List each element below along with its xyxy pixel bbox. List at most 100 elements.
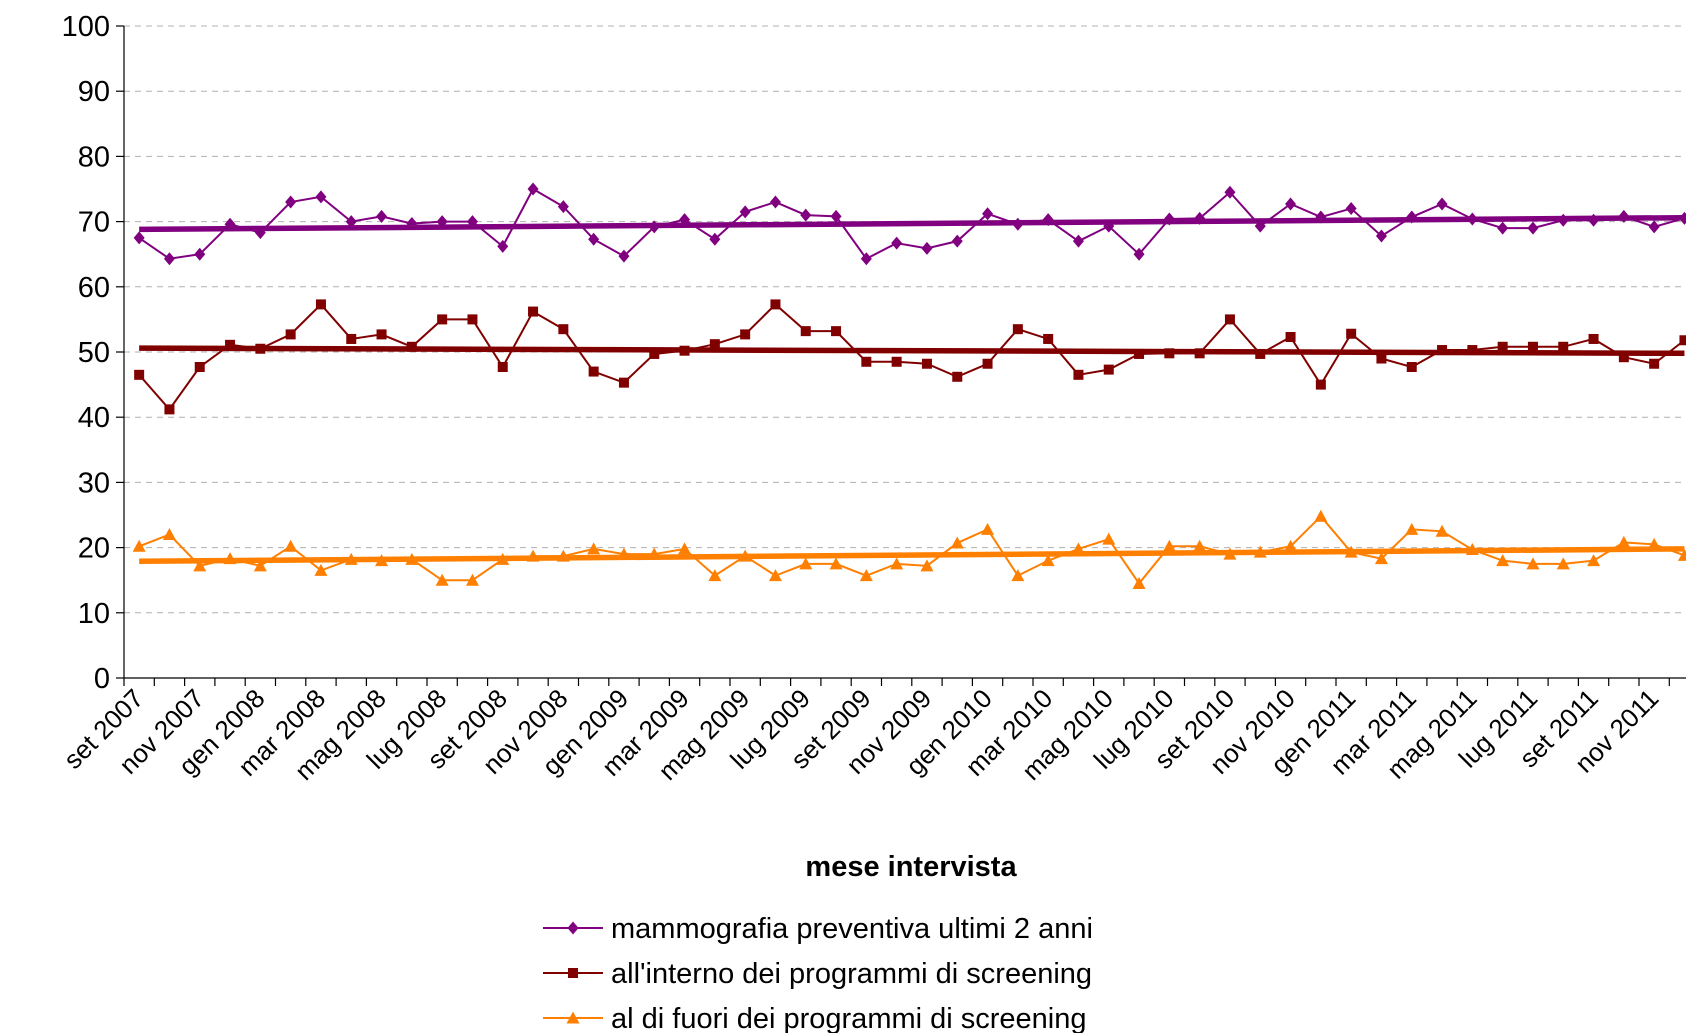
point — [1345, 202, 1357, 216]
point — [1588, 333, 1599, 344]
point — [467, 314, 478, 325]
point — [1679, 335, 1686, 346]
point — [465, 573, 479, 586]
point — [891, 236, 903, 250]
point — [346, 333, 357, 344]
point — [285, 195, 297, 209]
legend-entry: mammografia preventiva ultimi 2 anni — [543, 913, 1093, 945]
point — [1374, 552, 1388, 565]
point — [830, 209, 842, 223]
legend-entry: al di fuori dei programmi di screening — [543, 1003, 1087, 1033]
y-tick-label: 90 — [78, 76, 110, 108]
point — [768, 569, 782, 582]
data-line — [138, 302, 1686, 411]
y-tick-label: 20 — [78, 533, 110, 565]
y-tick-label: 40 — [78, 402, 110, 434]
point — [649, 348, 660, 359]
point — [437, 314, 448, 325]
point — [497, 239, 509, 253]
point — [314, 563, 328, 576]
y-tick-label: 30 — [78, 467, 110, 499]
point — [253, 559, 267, 572]
point — [829, 557, 843, 570]
point — [740, 329, 751, 340]
y-tick-label: 60 — [78, 272, 110, 304]
trend-line — [139, 546, 1685, 565]
point — [1073, 369, 1084, 380]
point — [1224, 185, 1236, 199]
point — [557, 200, 569, 214]
point — [1315, 379, 1326, 390]
point — [890, 557, 904, 570]
point — [861, 356, 872, 367]
point — [1103, 364, 1114, 375]
point — [193, 559, 207, 572]
point — [1649, 358, 1660, 369]
point — [860, 252, 872, 266]
point — [1587, 554, 1601, 567]
point — [709, 232, 721, 246]
point — [194, 247, 206, 261]
point — [1376, 353, 1387, 364]
point — [1193, 539, 1207, 552]
y-tick-label: 100 — [62, 11, 110, 43]
legend-entry: all'interno dei programmi di screening — [543, 958, 1092, 990]
point — [921, 241, 933, 255]
point — [1526, 557, 1540, 570]
point — [1618, 352, 1629, 363]
point — [194, 361, 205, 372]
point — [950, 536, 964, 549]
point — [284, 539, 298, 552]
point — [1435, 524, 1449, 537]
point — [1285, 332, 1296, 343]
point — [345, 215, 357, 229]
point — [1375, 229, 1387, 243]
point — [435, 573, 449, 586]
point — [1497, 341, 1508, 352]
point — [859, 569, 873, 582]
point — [891, 356, 902, 367]
point — [1648, 220, 1660, 234]
point — [708, 569, 722, 582]
point — [1012, 324, 1023, 335]
point — [567, 921, 579, 935]
point — [588, 366, 599, 377]
data-line — [138, 187, 1685, 261]
point — [982, 207, 994, 221]
point — [285, 329, 296, 340]
point — [1314, 509, 1328, 522]
point — [1497, 221, 1509, 235]
y-tick-label: 0 — [94, 663, 110, 695]
point — [1346, 328, 1357, 339]
point — [618, 377, 629, 388]
series — [132, 509, 1686, 589]
point — [982, 358, 993, 369]
point — [133, 231, 145, 245]
point — [315, 190, 327, 204]
point — [497, 361, 508, 372]
legend-label: mammografia preventiva ultimi 2 anni — [611, 913, 1093, 945]
point — [1132, 576, 1146, 589]
point — [162, 528, 176, 541]
point — [1011, 569, 1025, 582]
trend-line — [139, 345, 1685, 357]
legend-label: all'interno dei programmi di screening — [611, 958, 1092, 990]
point — [528, 306, 539, 317]
point — [678, 542, 692, 555]
point — [1102, 532, 1116, 545]
point — [163, 252, 175, 266]
point — [799, 557, 813, 570]
point — [588, 232, 600, 246]
point — [587, 542, 601, 555]
point — [1617, 535, 1631, 548]
point — [921, 358, 932, 369]
point — [709, 339, 720, 350]
legend-label: al di fuori dei programmi di screening — [611, 1003, 1087, 1033]
point — [739, 205, 751, 219]
point — [1043, 333, 1054, 344]
point — [1496, 554, 1510, 567]
point — [558, 324, 569, 335]
point — [618, 249, 630, 263]
point — [981, 522, 995, 535]
